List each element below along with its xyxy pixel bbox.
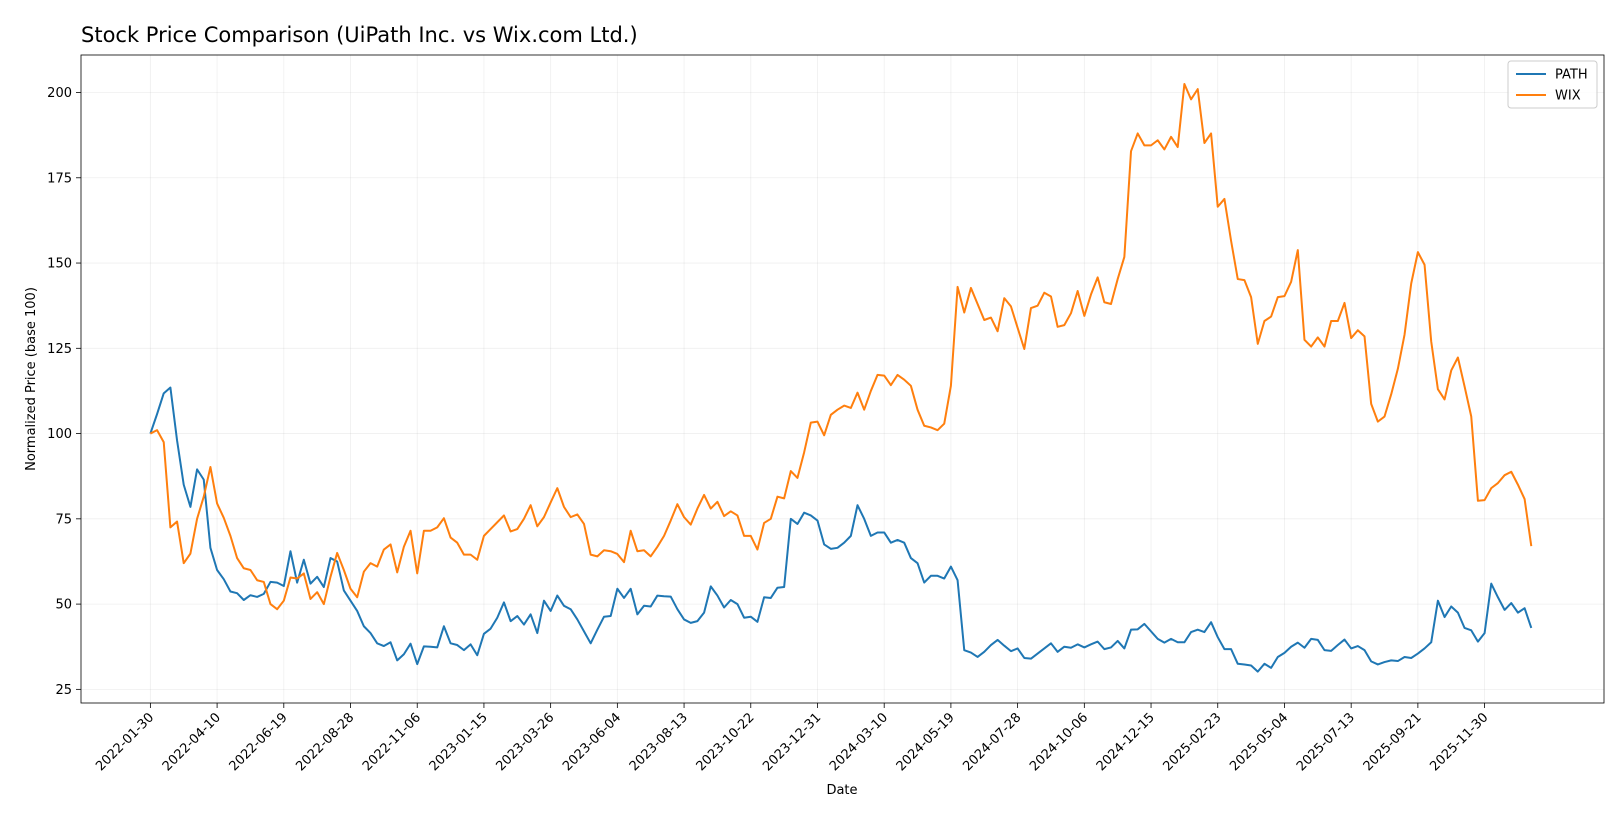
y-tick-label: 100: [47, 427, 72, 442]
legend-label-wix: WIX: [1555, 89, 1581, 104]
x-tick-label: 2024-07-28: [960, 710, 1024, 774]
y-axis-ticks: 25 50 75 100 125 150 175 200: [47, 86, 81, 698]
y-tick-label: 150: [47, 257, 72, 272]
y-tick-label: 25: [55, 683, 72, 698]
x-tick-label: 2023-08-13: [627, 710, 691, 774]
x-tick-label: 2022-01-30: [93, 710, 157, 774]
chart-title: Stock Price Comparison (UiPath Inc. vs W…: [81, 23, 638, 47]
y-tick-label: 75: [55, 512, 72, 527]
x-tick-label: 2022-06-19: [227, 710, 291, 774]
x-tick-label: 2024-05-19: [894, 710, 958, 774]
legend-label-path: PATH: [1555, 68, 1588, 83]
y-tick-label: 200: [47, 86, 72, 101]
x-tick-label: 2023-12-31: [760, 710, 824, 774]
x-tick-label: 2023-03-26: [493, 710, 557, 774]
x-tick-label: 2024-03-10: [827, 710, 891, 774]
x-tick-label: 2022-04-10: [160, 710, 224, 774]
y-tick-label: 175: [47, 171, 72, 186]
x-tick-label: 2023-01-15: [427, 710, 491, 774]
x-axis-ticks: 2022-01-30 2022-04-10 2022-06-19 2022-08-28…: [93, 703, 1491, 774]
x-tick-label: 2023-06-04: [560, 710, 624, 774]
x-tick-label: 2025-09-21: [1361, 710, 1425, 774]
series-line-wix: [149, 82, 1533, 611]
x-tick-label: 2025-05-04: [1227, 710, 1291, 774]
series-layer: [149, 82, 1533, 673]
x-tick-label: 2022-08-28: [293, 710, 357, 774]
y-axis-label: Normalized Price (base 100): [24, 287, 39, 471]
x-tick-label: 2025-07-13: [1294, 710, 1358, 774]
grid-layer: [81, 55, 1604, 703]
x-axis-label: Date: [826, 783, 857, 798]
x-tick-label: 2022-11-06: [360, 710, 424, 774]
legend: PATH WIX: [1507, 60, 1598, 109]
x-tick-label: 2025-02-23: [1161, 710, 1225, 774]
x-tick-label: 2025-11-30: [1427, 710, 1491, 774]
x-tick-label: 2024-12-15: [1094, 710, 1158, 774]
plot-frame: [80, 54, 1605, 704]
x-tick-label: 2024-10-06: [1027, 710, 1091, 774]
legend-box: [1507, 60, 1598, 109]
series-line-path: [149, 386, 1533, 673]
y-tick-label: 125: [47, 342, 72, 357]
y-tick-label: 50: [55, 598, 72, 613]
x-tick-label: 2023-10-22: [694, 710, 758, 774]
